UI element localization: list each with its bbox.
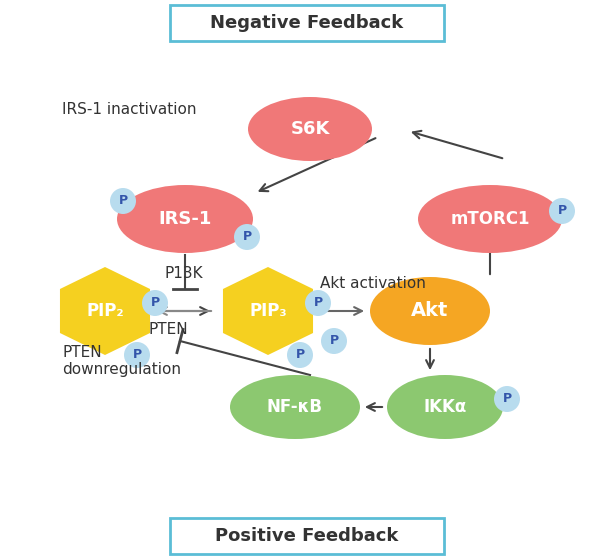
Text: PIP₂: PIP₂ <box>86 302 124 320</box>
Ellipse shape <box>370 277 490 345</box>
Text: NF-κB: NF-κB <box>267 398 323 416</box>
Text: PTEN
downregulation: PTEN downregulation <box>62 345 181 377</box>
FancyBboxPatch shape <box>170 5 444 41</box>
Circle shape <box>142 290 168 316</box>
Text: P: P <box>313 296 322 310</box>
Text: S6K: S6K <box>290 120 330 138</box>
Circle shape <box>305 290 331 316</box>
Text: P: P <box>330 334 338 348</box>
Ellipse shape <box>248 97 372 161</box>
Text: PTEN: PTEN <box>148 321 188 337</box>
Text: IRS-1: IRS-1 <box>158 210 212 228</box>
Ellipse shape <box>117 185 253 253</box>
Text: P: P <box>295 348 305 362</box>
Text: Akt: Akt <box>411 301 449 320</box>
Ellipse shape <box>418 185 562 253</box>
Text: Positive Feedback: Positive Feedback <box>216 527 398 545</box>
Polygon shape <box>223 267 313 355</box>
Text: P: P <box>243 230 252 244</box>
Circle shape <box>494 386 520 412</box>
Text: mTORC1: mTORC1 <box>450 210 530 228</box>
Text: P: P <box>133 348 142 362</box>
Text: P: P <box>150 296 160 310</box>
Circle shape <box>321 328 347 354</box>
Circle shape <box>124 342 150 368</box>
Text: P: P <box>502 392 511 405</box>
Text: PIP₃: PIP₃ <box>249 302 287 320</box>
Text: IKKα: IKKα <box>424 398 467 416</box>
Ellipse shape <box>387 375 503 439</box>
Polygon shape <box>60 267 150 355</box>
Ellipse shape <box>230 375 360 439</box>
Circle shape <box>110 188 136 214</box>
Text: Akt activation: Akt activation <box>320 277 426 291</box>
Circle shape <box>287 342 313 368</box>
FancyBboxPatch shape <box>170 518 444 554</box>
Text: P: P <box>558 205 567 217</box>
Text: P13K: P13K <box>164 267 203 282</box>
Text: IRS-1 inactivation: IRS-1 inactivation <box>62 102 196 116</box>
Text: Negative Feedback: Negative Feedback <box>211 14 403 32</box>
Circle shape <box>234 224 260 250</box>
Text: P: P <box>119 195 128 207</box>
Circle shape <box>549 198 575 224</box>
